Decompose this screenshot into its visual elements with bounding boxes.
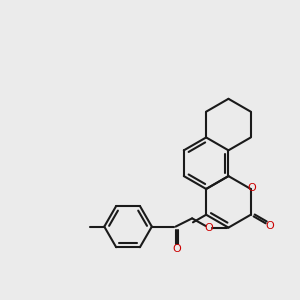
Text: O: O: [266, 221, 274, 231]
Text: O: O: [204, 223, 213, 232]
Text: O: O: [247, 183, 256, 193]
Text: O: O: [172, 244, 181, 254]
